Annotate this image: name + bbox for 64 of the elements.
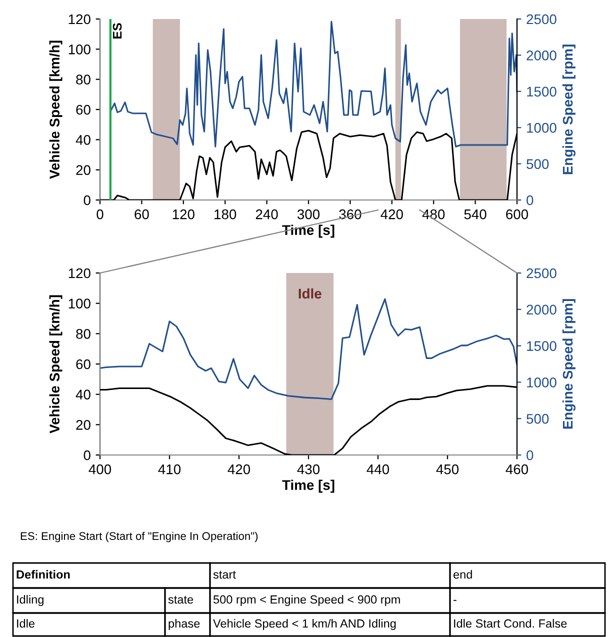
x-tick-label: 450 (436, 464, 459, 474)
y-tick-label: 100 (68, 298, 90, 309)
y-tick-label: 120 (68, 268, 90, 278)
text: Definition (16, 570, 70, 579)
x-tick-label: 410 (158, 464, 181, 474)
text: end (454, 570, 472, 579)
y-tick-label: 20 (76, 165, 90, 176)
y-tick-label: 40 (76, 135, 90, 145)
x-tick-label: 180 (214, 209, 236, 220)
y-axis-title: Vehicle Speed [km/h] (49, 40, 62, 179)
y-tick-label: 60 (76, 104, 90, 115)
x-axis-title: Time [s] (282, 224, 334, 238)
y-tick-label: 0 (84, 195, 90, 206)
y2-tick-label: 500 (526, 159, 549, 169)
y-tick-label: 80 (76, 329, 90, 339)
x-tick-label: 430 (297, 464, 320, 474)
y2-tick-label: 500 (526, 414, 549, 424)
x-tick-label: 120 (172, 209, 194, 220)
text: state (168, 596, 194, 604)
text: 500 rpm < Engine Speed < 900 rpm (213, 594, 400, 606)
y-tick-label: 40 (76, 390, 90, 400)
y2-tick-label: 0 (526, 195, 534, 206)
y-tick-label: 100 (68, 44, 90, 54)
x-tick-label: 400 (88, 464, 112, 474)
text: - (454, 600, 456, 601)
y-tick-label: 60 (76, 359, 90, 370)
y2-axis-title: Engine Speed [rpm] (562, 299, 576, 429)
y2-tick-label: 1500 (527, 86, 556, 97)
y-axis-title: Vehicle Speed [km/h] (49, 295, 62, 434)
y2-tick-label: 2500 (526, 14, 556, 24)
y-tick-label: 120 (68, 14, 90, 24)
line-series (100, 298, 517, 400)
text: start (213, 570, 236, 579)
x-tick-label: 600 (506, 209, 528, 220)
y2-tick-label: 2500 (526, 268, 556, 278)
x-tick-label: 240 (256, 209, 278, 220)
y-tick-label: 0 (84, 450, 90, 460)
x-tick-label: 0 (96, 209, 104, 220)
text: Idle Start Cond. False (454, 618, 567, 628)
y2-axis-title: Engine Speed [rpm] (562, 44, 576, 174)
x-tick-label: 460 (506, 464, 528, 474)
text: Vehicle Speed < 1 km/h AND Idling (213, 618, 396, 630)
y2-tick-label: 2000 (526, 304, 556, 315)
ref-line-label: ES (112, 23, 122, 38)
y2-tick-label: 1500 (527, 341, 556, 351)
x-tick-label: 300 (297, 209, 320, 220)
y2-tick-label: 0 (526, 450, 534, 460)
y-tick-label: 20 (76, 420, 90, 430)
x-axis-title: Time [s] (282, 480, 334, 493)
x-tick-label: 440 (366, 464, 390, 474)
y2-tick-label: 2000 (526, 50, 556, 60)
x-tick-label: 420 (380, 209, 403, 220)
y2-tick-label: 1000 (527, 122, 556, 133)
text: ES: Engine Start (Start of "Engine In Operation") (20, 532, 258, 542)
band-label: Idle (298, 288, 322, 299)
text: Idle (17, 618, 35, 628)
x-tick-label: 480 (422, 209, 445, 220)
y-tick-label: 80 (76, 74, 90, 85)
y2-tick-label: 1000 (527, 378, 556, 388)
text: phase (168, 618, 200, 630)
x-tick-label: 60 (134, 209, 149, 220)
text: Idling (17, 594, 44, 606)
x-tick-label: 420 (228, 464, 250, 474)
x-tick-label: 540 (464, 209, 486, 220)
